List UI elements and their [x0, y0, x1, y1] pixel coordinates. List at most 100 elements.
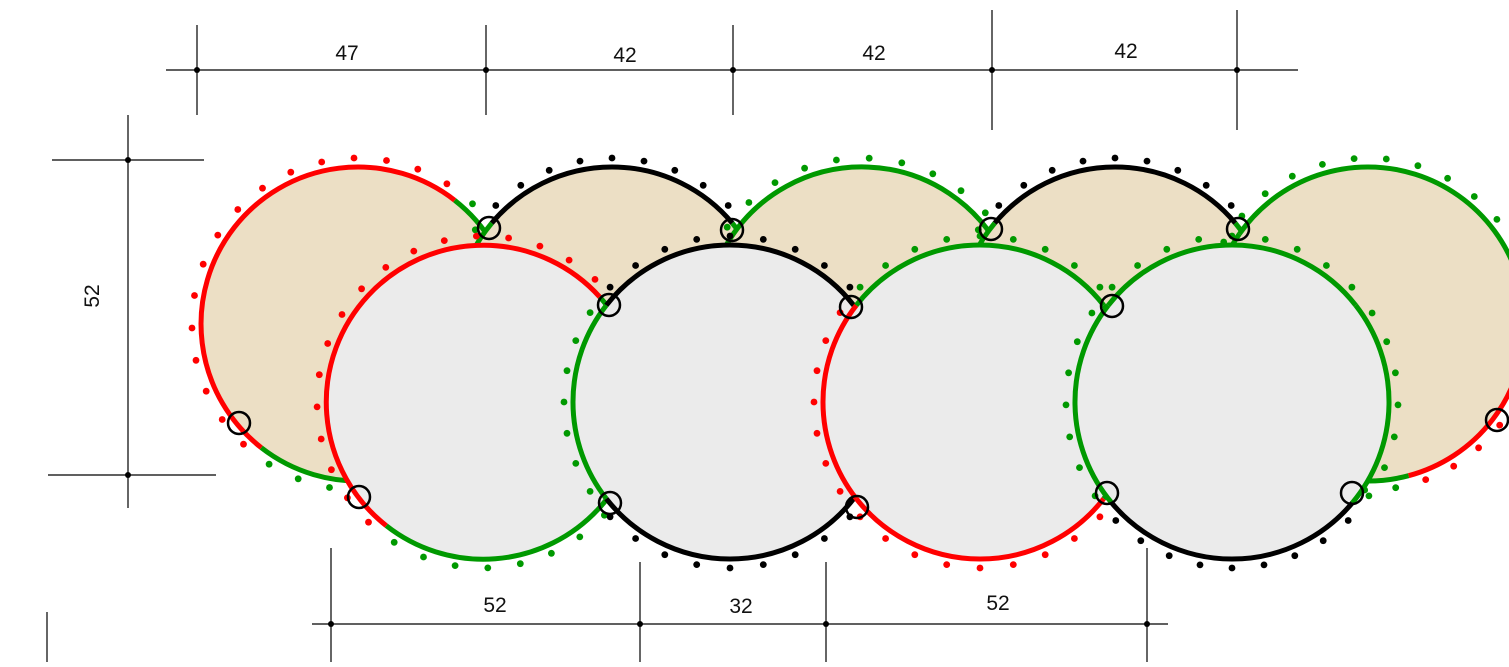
- front-circle-3-dot: [1041, 551, 1049, 559]
- front-circle-1-dot: [317, 435, 325, 443]
- front-circle-1-dot: [591, 276, 599, 283]
- front-circle-3-dot: [856, 283, 864, 291]
- back-circle-5-dot: [1261, 190, 1269, 198]
- back-circle-1-dot: [287, 168, 295, 176]
- front-circle-2-dot: [791, 245, 799, 253]
- front-circle-2-dot: [821, 535, 828, 542]
- back-circle-3-dot: [745, 199, 753, 206]
- front-circle-1-dot: [505, 234, 512, 242]
- front-circle-2-dot: [846, 283, 854, 291]
- back-circle-1-dot: [202, 387, 210, 395]
- front-circle-4-dot: [1195, 236, 1203, 243]
- back-circle-3-dot: [801, 164, 808, 172]
- left-dimension-ticks: [125, 157, 131, 478]
- back-circle-5-dot: [1470, 193, 1478, 200]
- back-circle-5-dot: [1493, 216, 1501, 223]
- front-circle-3-dot: [810, 398, 818, 406]
- front-circle-4-arc-1: [1106, 242, 1358, 307]
- front-circle-4-dot: [1073, 338, 1081, 346]
- front-circle-1-dot: [338, 311, 346, 318]
- front-circle-1-dot: [548, 549, 555, 557]
- front-circle-2-dot: [661, 245, 669, 253]
- front-circle-2-dot: [632, 262, 639, 269]
- front-circle-4-dot: [1228, 564, 1236, 572]
- back-circle-1-dot: [294, 475, 302, 483]
- front-circle-3-dot: [911, 551, 919, 559]
- junction-marker-3: [978, 216, 1004, 242]
- front-circle-4-dot: [1390, 433, 1398, 441]
- front-circle-1-dot: [328, 466, 335, 474]
- front-circle-1-dot: [451, 562, 459, 569]
- back-circle-5-dot: [1350, 155, 1358, 163]
- junction-marker-14: [1339, 480, 1365, 506]
- front-circle-2-dot: [563, 367, 571, 375]
- back-circle-4-dot: [1202, 181, 1210, 189]
- front-circle-2-dot: [726, 232, 734, 240]
- bottom-dimension-ticks: [328, 621, 1150, 627]
- junction-marker-5: [596, 292, 622, 318]
- front-circle-4-dot: [1112, 517, 1120, 524]
- back-circle-3-dot: [723, 223, 731, 231]
- front-circle-4-dot: [1065, 369, 1072, 377]
- front-circle-2-dot: [563, 429, 571, 437]
- front-circle-3-arc-4: [854, 497, 1106, 562]
- front-circle-4-dot: [1261, 236, 1269, 243]
- front-circle-4-dot: [1344, 517, 1352, 524]
- front-circle-4-dot: [1293, 245, 1301, 253]
- front-circle-3-dot: [1009, 236, 1017, 243]
- front-circle-3-dot: [822, 337, 830, 344]
- back-circle-2-dot: [699, 181, 707, 189]
- back-circle-3-dot: [981, 209, 989, 217]
- front-circle-1-dot: [576, 533, 584, 541]
- dim-bottom-2: 32: [729, 595, 752, 618]
- back-circle-1-dot: [414, 165, 422, 173]
- front-circle-3-dot: [1096, 513, 1104, 521]
- front-circle-2-dot: [661, 551, 669, 559]
- back-circle-4-dot: [1111, 154, 1119, 162]
- back-circle-2-dot: [545, 166, 553, 174]
- back-circle-3-dot: [929, 170, 937, 178]
- junction-markers: [226, 215, 1509, 520]
- front-circle-3-dot: [882, 535, 889, 542]
- back-circle-1-dot: [188, 324, 196, 332]
- junction-marker-10: [346, 484, 372, 510]
- back-circle-2-dot: [640, 157, 648, 165]
- back-circle-5-dot: [1382, 155, 1390, 163]
- front-circle-1-dot: [390, 538, 398, 546]
- front-circle-4-dot: [1365, 492, 1373, 500]
- back-circle-4-dot: [995, 202, 1003, 209]
- back-circle-1-dot: [350, 154, 358, 162]
- front-circle-1-dot: [324, 340, 332, 347]
- front-circle-2-dot: [572, 460, 580, 467]
- front-circle-4-fill: [1075, 245, 1389, 559]
- front-circle-4-dot: [1196, 561, 1204, 569]
- front-circle-4-dot: [1368, 309, 1376, 317]
- front-circle-4-dot: [1348, 283, 1356, 291]
- back-circle-2-dot: [724, 202, 732, 209]
- front-circle-4: [1062, 232, 1402, 572]
- front-circle-3-dot: [1096, 283, 1104, 291]
- back-circle-1-dot: [383, 157, 390, 164]
- back-circle-4-dot: [1227, 202, 1235, 209]
- front-circle-3-dot: [1071, 535, 1078, 542]
- dim-left: 52: [81, 284, 104, 307]
- back-circle-1-dot: [265, 460, 273, 468]
- back-circle-1-dot: [214, 231, 222, 239]
- back-circle-1-dot: [259, 184, 266, 192]
- dim-top-2: 42: [613, 44, 636, 67]
- front-circle-4-dot: [1163, 245, 1171, 253]
- front-circle-3-dot: [822, 460, 830, 467]
- junction-marker-11: [597, 490, 623, 516]
- front-circle-4-dot: [1381, 464, 1388, 471]
- front-circle-4-dot: [1066, 433, 1074, 441]
- back-circle-5-dot: [1288, 172, 1296, 180]
- back-circle-2-dot: [492, 202, 500, 209]
- front-circle-3-dot: [836, 488, 844, 495]
- back-circle-2-dot: [671, 166, 679, 174]
- front-circle-1-dot: [420, 553, 427, 561]
- front-circle-3-arc-1: [820, 303, 859, 501]
- front-circle-3-fill: [823, 245, 1137, 559]
- front-circle-2-dot: [693, 236, 701, 243]
- front-circle-4-dot: [1165, 552, 1173, 560]
